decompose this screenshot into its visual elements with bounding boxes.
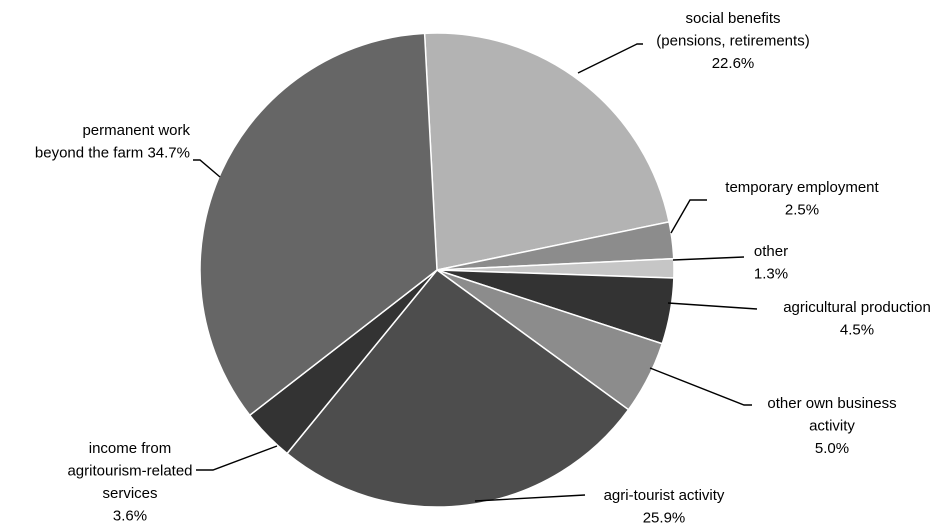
- slice-label-line: 3.6%: [113, 508, 147, 525]
- slice-label-line: temporary employment: [725, 179, 879, 196]
- slice-label-line: income from: [89, 440, 172, 457]
- slice-label-line: services: [102, 485, 157, 502]
- slice-label-line: 2.5%: [785, 202, 819, 219]
- slice-label-line: 22.6%: [712, 55, 755, 72]
- slice-label: other own business activity 5.0%: [767, 395, 896, 457]
- slice-label-line: 1.3%: [754, 266, 788, 283]
- slice-label-line: 25.9%: [643, 510, 686, 525]
- pie-slice: [423, 32, 670, 271]
- slice-label: permanent work beyond the farm 34.7%: [35, 122, 191, 162]
- leader-line: [667, 302, 758, 310]
- pie-slice: [199, 32, 438, 417]
- slice-label-line: activity: [809, 418, 855, 435]
- leader-line: [193, 159, 221, 178]
- leader-line: [196, 445, 278, 471]
- leader-line: [474, 494, 586, 502]
- slice-label-line: social benefits: [685, 10, 780, 27]
- slice-label: income from agritourism-related services 3.…: [67, 440, 192, 525]
- slice-label-line: beyond the farm 34.7%: [35, 145, 190, 162]
- leader-line: [672, 256, 745, 261]
- slice-label: other 1.3%: [754, 243, 788, 283]
- slice-label-line: (pensions, retirements): [656, 33, 809, 50]
- slice-label-line: 5.0%: [815, 440, 849, 457]
- slice-label: temporary employment 2.5%: [725, 179, 879, 219]
- slice-label-line: agri-tourist activity: [604, 487, 725, 504]
- slice-label: agricultural production 4.5%: [783, 299, 931, 339]
- slice-label-line: agritourism-related: [67, 463, 192, 480]
- slice-label-line: permanent work: [82, 122, 190, 139]
- slice-label: social benefits (pensions, retirements) 22…: [656, 10, 809, 72]
- slice-label-line: 4.5%: [840, 322, 874, 339]
- leader-line: [649, 367, 752, 406]
- pie-slice: [285, 268, 630, 508]
- slice-label: agri-tourist activity 25.9%: [604, 487, 725, 525]
- slice-label-line: other: [754, 243, 788, 260]
- leader-line: [670, 199, 707, 234]
- slice-label-line: agricultural production: [783, 299, 931, 316]
- leader-line: [577, 43, 643, 74]
- slice-label-line: other own business: [767, 395, 896, 412]
